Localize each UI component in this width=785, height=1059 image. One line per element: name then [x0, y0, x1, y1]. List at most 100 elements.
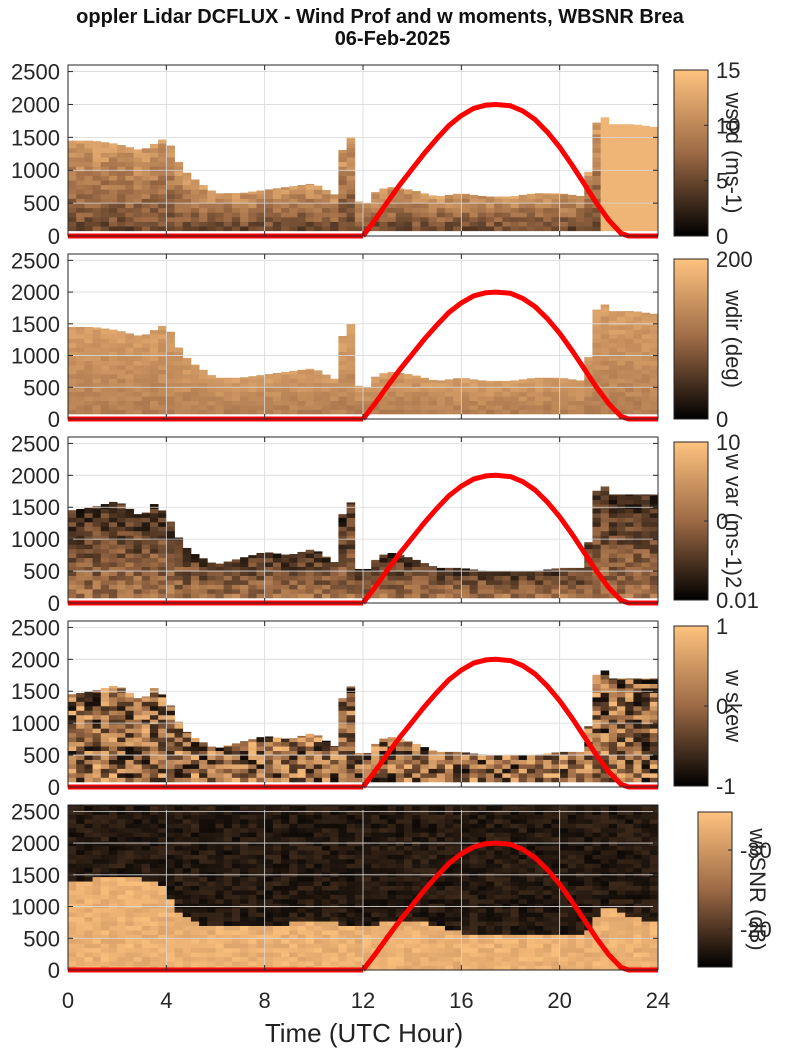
heatmap-cell: [313, 566, 323, 572]
heatmap-cell: [543, 588, 552, 594]
heatmap-cell: [141, 530, 151, 536]
heatmap-cell: [166, 854, 175, 860]
heatmap-cell: [215, 755, 225, 760]
heatmap-cell: [346, 548, 356, 554]
heatmap-cell: [240, 759, 249, 765]
heatmap-cell: [182, 216, 192, 222]
heatmap-cell: [117, 147, 126, 153]
heatmap-cell: [84, 526, 93, 532]
heatmap-cell: [387, 212, 397, 218]
heatmap-cell: [141, 562, 151, 568]
heatmap-cell: [272, 741, 282, 747]
heatmap-cell: [158, 329, 167, 335]
heatmap-cell: [92, 867, 102, 873]
heatmap-cell: [600, 333, 610, 339]
heatmap-cell: [592, 692, 602, 698]
heatmap-cell: [76, 701, 85, 707]
heatmap-cell: [510, 382, 520, 388]
heatmap-cell: [174, 180, 184, 186]
heatmap-cell: [182, 566, 192, 572]
heatmap-cell: [256, 916, 266, 922]
heatmap-cell: [600, 723, 610, 729]
heatmap-cell: [133, 360, 143, 366]
heatmap-cell: [436, 759, 446, 765]
heatmap-cell: [272, 571, 282, 576]
heatmap-cell: [403, 755, 413, 760]
heatmap-cell: [633, 226, 643, 232]
heatmap-cell: [207, 566, 216, 572]
heatmap-cell: [125, 216, 134, 222]
heatmap-cell: [387, 371, 397, 375]
heatmap-cell: [649, 143, 659, 149]
heatmap-cell: [584, 755, 593, 760]
heatmap-cell: [92, 952, 102, 958]
heatmap-cell: [248, 836, 257, 842]
heatmap-cell: [133, 557, 143, 563]
y-tick-label: 1500: [11, 125, 60, 150]
heatmap-cell: [149, 508, 159, 514]
heatmap-cell: [551, 378, 561, 384]
heatmap-cell: [625, 347, 634, 353]
heatmap-cell: [133, 827, 143, 833]
heatmap-cell: [125, 544, 134, 550]
heatmap-cell: [625, 143, 634, 149]
heatmap-cell: [633, 189, 643, 195]
heatmap-cell: [117, 512, 126, 518]
heatmap-cell: [100, 961, 110, 966]
heatmap-cell: [240, 916, 249, 922]
heatmap-cell: [248, 387, 257, 393]
heatmap-cell: [166, 956, 175, 962]
heatmap-cell: [330, 746, 339, 747]
heatmap-cell: [625, 316, 634, 322]
heatmap-cell: [199, 768, 208, 774]
heatmap-cell: [494, 400, 503, 406]
heatmap-cell: [207, 881, 216, 886]
heatmap-cell: [641, 508, 651, 514]
heatmap-cell: [371, 566, 380, 572]
heatmap-cell: [281, 755, 290, 760]
heatmap-cell: [543, 391, 552, 397]
heatmap-cell: [68, 575, 77, 581]
heatmap-cell: [117, 347, 126, 353]
heatmap-cell: [141, 746, 151, 752]
heatmap-cell: [108, 943, 118, 949]
heatmap-cell: [264, 805, 274, 807]
heatmap-cell: [149, 832, 159, 838]
heatmap-cell: [322, 374, 331, 379]
heatmap-cell: [485, 380, 495, 384]
heatmap-cell: [100, 170, 110, 176]
heatmap-cell: [125, 827, 134, 833]
heatmap-cell: [387, 203, 397, 209]
heatmap-cell: [567, 777, 577, 783]
heatmap-cell: [363, 759, 372, 765]
heatmap-cell: [248, 580, 257, 585]
heatmap-cell: [436, 198, 446, 204]
heatmap-cell: [215, 571, 225, 576]
heatmap-cell: [92, 759, 102, 765]
heatmap-cell: [592, 588, 602, 594]
heatmap-cell: [551, 221, 561, 227]
heatmap-cell: [403, 212, 413, 218]
heatmap-cell: [158, 535, 167, 541]
heatmap-cell: [600, 737, 610, 743]
heatmap-cell: [141, 405, 151, 410]
heatmap-cell: [526, 409, 536, 415]
heatmap-cell: [338, 737, 348, 743]
heatmap-cell: [338, 517, 348, 523]
heatmap-cell: [100, 584, 110, 590]
heatmap-cell: [182, 741, 192, 747]
heatmap-cell: [363, 571, 372, 576]
heatmap-cell: [166, 894, 175, 900]
heatmap-cell: [649, 382, 659, 388]
heatmap-cell: [199, 836, 208, 842]
heatmap-cell: [117, 207, 126, 213]
heatmap-cell: [133, 912, 143, 918]
heatmap-cell: [584, 198, 593, 204]
heatmap-cell: [207, 216, 216, 222]
heatmap-cell: [141, 575, 151, 581]
heatmap-cell: [436, 580, 446, 585]
heatmap-cell: [371, 226, 380, 232]
heatmap-cell: [84, 193, 93, 199]
heatmap-cell: [207, 903, 216, 909]
heatmap-cell: [100, 539, 110, 545]
